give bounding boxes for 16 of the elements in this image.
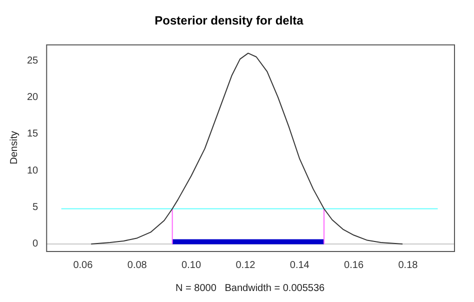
x-tick-label: 0.10 xyxy=(182,260,202,271)
y-tick-label: 15 xyxy=(27,128,39,140)
y-axis-title: Density xyxy=(8,131,20,164)
y-tick-label: 25 xyxy=(27,55,39,66)
x-tick-label: 0.16 xyxy=(344,260,364,271)
x-tick-label: 0.06 xyxy=(73,260,94,271)
y-tick-label: 10 xyxy=(27,165,39,176)
chart-title: Posterior density for delta xyxy=(154,14,304,28)
y-tick-label: 5 xyxy=(32,202,39,214)
x-axis-title: N = 8000 Bandwidth = 0.005536 xyxy=(176,282,325,294)
x-tick-label: 0.08 xyxy=(127,260,148,271)
y-tick-label: 20 xyxy=(27,92,39,103)
x-tick-label: 0.14 xyxy=(290,260,310,271)
y-tick-label: 0 xyxy=(32,238,39,250)
x-tick-label: 0.12 xyxy=(236,260,256,271)
x-tick-label: 0.18 xyxy=(398,260,418,271)
